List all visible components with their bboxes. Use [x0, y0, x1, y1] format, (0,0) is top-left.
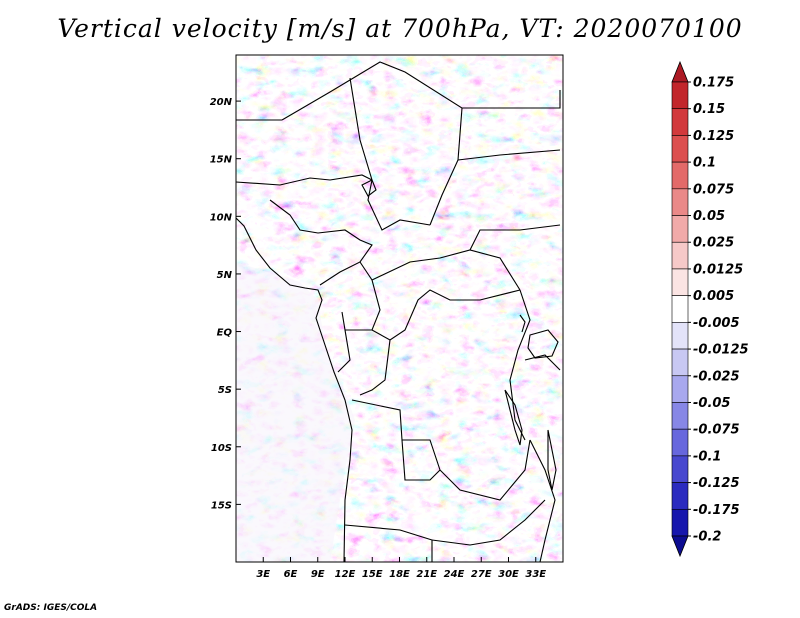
lat-tick-label: 15S: [211, 500, 232, 511]
lake-victoria: [527, 329, 559, 359]
colorbar-min-arrow: [671, 535, 689, 558]
colorbar-bin: [671, 135, 689, 163]
border-zambia: [401, 439, 441, 481]
colorbar-bin: [671, 482, 689, 510]
lake-tanganyika: [504, 389, 523, 446]
border-zimbabwe: [431, 499, 546, 546]
colorbar-bin: [671, 455, 689, 483]
lon-tick-label: 30E: [498, 569, 519, 580]
lon-tick-label: 24E: [444, 569, 465, 580]
colorbar-label: -0.1: [693, 449, 721, 464]
lat-tick-label: 10S: [211, 443, 232, 454]
colorbar-label: 0.05: [693, 209, 725, 224]
colorbar-label: -0.005: [693, 316, 740, 331]
colorbar-bin: [671, 215, 689, 243]
colorbar-max-arrow: [671, 60, 689, 83]
lon-tick-label: 33E: [525, 569, 546, 580]
colorbar-bin: [671, 161, 689, 190]
border-north-1: [281, 61, 463, 226]
colorbar-bin: [671, 375, 689, 403]
lon-tick-label: 3E: [256, 569, 270, 580]
lat-tick-label: 20N: [210, 97, 233, 108]
colorbar-bin: [671, 348, 689, 377]
border-mozambique: [529, 439, 556, 562]
colorbar-label: -0.125: [693, 476, 740, 491]
colorbar-label: -0.05: [693, 396, 730, 411]
border-niger-chad: [349, 77, 431, 231]
colorbar-label: 0.15: [693, 102, 725, 117]
lon-tick-label: 21E: [416, 569, 437, 580]
colorbar-label: -0.2: [693, 530, 721, 545]
colorbar-bin: [671, 81, 689, 110]
colorbar-label: 0.005: [693, 289, 734, 304]
colorbar-bin: [671, 428, 689, 457]
lake-malawi: [547, 429, 557, 491]
colorbar-label: -0.075: [693, 423, 740, 438]
lon-tick-label: 9E: [311, 569, 325, 580]
lake-albert: [519, 314, 526, 333]
grads-credit: GrADS: IGES/COLA: [4, 603, 98, 613]
lon-tick-label: 12E: [335, 569, 356, 580]
lat-tick-label: 5S: [218, 385, 232, 396]
colorbar-label: 0.025: [693, 236, 734, 251]
lake-chad: [361, 179, 377, 197]
border-namibia: [344, 524, 433, 562]
colorbar-bin: [671, 322, 689, 350]
lon-tick-label: 6E: [284, 569, 298, 580]
border-drc-west: [337, 329, 351, 373]
border-nigeria: [269, 199, 373, 286]
colorbar: 0.175 0.15 0.125 0.1 0.075 0.05 0.025 0.0125 0.0…: [671, 60, 749, 558]
colorbar-bin: [671, 108, 689, 136]
lat-tick-label: 10N: [210, 212, 233, 223]
lon-tick-label: 15E: [362, 569, 383, 580]
lat-tick-label: 15N: [210, 155, 233, 166]
vertical-velocity-field: [236, 55, 563, 562]
border-drc-east: [509, 289, 531, 441]
colorbar-label: -0.025: [693, 369, 740, 384]
border-tanzania: [524, 354, 561, 371]
colorbar-label: 0.125: [693, 129, 734, 144]
colorbar-label: 0.0125: [693, 262, 743, 277]
border-drc: [359, 339, 391, 396]
colorbar-bin: [671, 268, 689, 296]
colorbar-label: 0.1: [693, 156, 716, 171]
colorbar-bin: [671, 241, 689, 270]
colorbar-label: 0.075: [693, 182, 734, 197]
colorbar-label: -0.0125: [693, 343, 749, 358]
border-car: [371, 249, 521, 291]
map-title: Vertical velocity [m/s] at 700hPa, VT: 2…: [57, 14, 743, 43]
border-sahel: [236, 174, 373, 186]
lat-tick-label: EQ: [217, 328, 233, 339]
axis-ticks: 3E 6E 9E 12E 15E 18E 21E 24E 27E 30E 33E 20N 15N 10N 5…: [210, 97, 547, 580]
colorbar-label: -0.175: [693, 503, 740, 518]
border-south-sudan: [469, 224, 561, 251]
colorbar-label: 0.175: [693, 76, 734, 91]
coastline: [236, 217, 353, 562]
colorbar-bin: [671, 188, 689, 216]
boundary-lines: [236, 61, 561, 562]
border-congo: [371, 289, 521, 341]
lon-tick-label: 27E: [471, 569, 492, 580]
border-cameroon: [341, 261, 381, 331]
lon-tick-label: 18E: [389, 569, 410, 580]
lat-tick-label: 5N: [217, 270, 233, 281]
border-sudan: [462, 90, 561, 109]
colorbar-bin: [671, 295, 689, 323]
colorbar-bin: [671, 508, 689, 537]
border-sudan-east: [457, 149, 561, 161]
colorbar-bin: [671, 402, 689, 430]
